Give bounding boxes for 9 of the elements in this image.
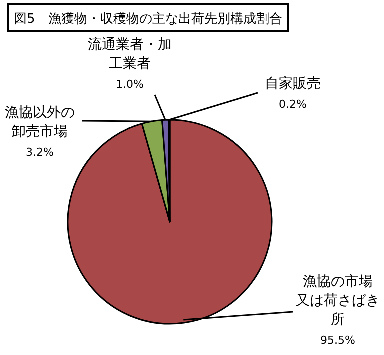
slice-label: 漁協の市場又は荷さばき所 xyxy=(296,274,380,328)
chart-title: 図5 漁獲物・収穫物の主な出荷先別構成割合 xyxy=(14,11,282,27)
slice-label: 自家販売 xyxy=(265,76,321,92)
slice-label: 流通業者・加工業者 xyxy=(88,37,172,72)
slice-label: 漁協以外の卸売市場 xyxy=(5,105,75,140)
data-label: 3.2% xyxy=(26,146,54,159)
data-label: 1.0% xyxy=(116,78,144,91)
data-label: 95.5% xyxy=(320,334,356,347)
data-label: 0.2% xyxy=(279,98,307,111)
